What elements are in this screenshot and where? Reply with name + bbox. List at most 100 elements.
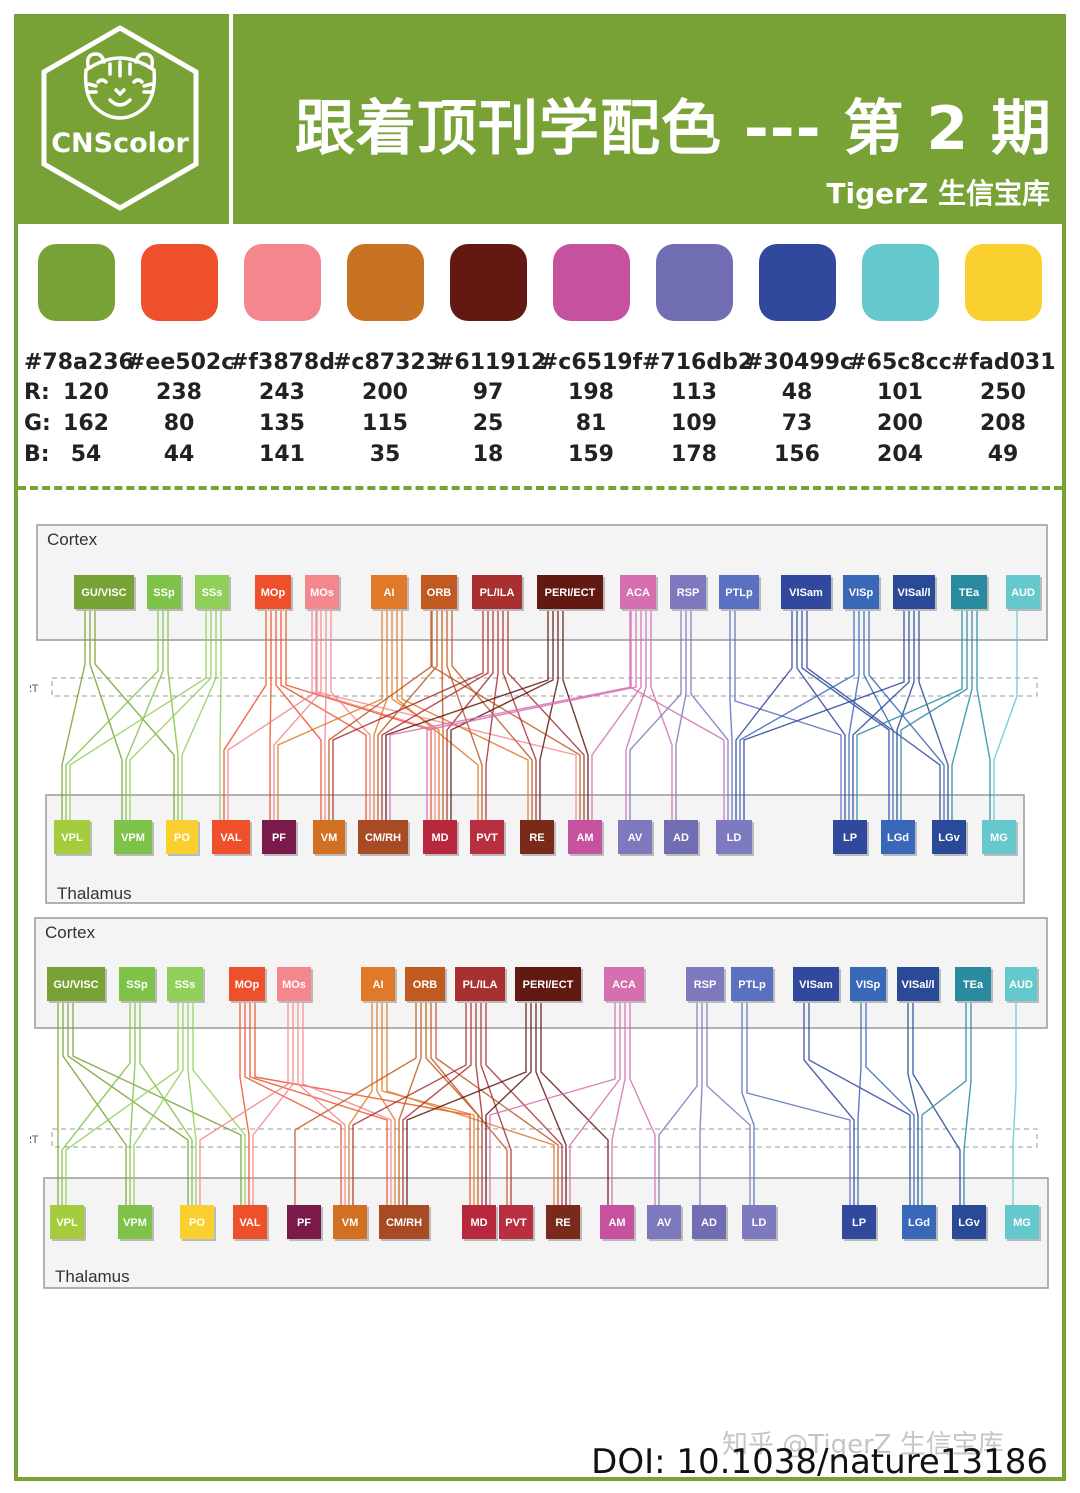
- node-box: [54, 820, 90, 854]
- projection-line: [425, 1001, 479, 1205]
- color-swatch: [862, 244, 939, 321]
- node-label: LD: [752, 1217, 767, 1229]
- projection-line: [94, 609, 175, 820]
- node-label: TEa: [963, 979, 984, 991]
- cortex-node-aud: AUD: [1006, 575, 1042, 611]
- projection-line: [852, 609, 910, 820]
- node-label: AI: [373, 979, 384, 991]
- node-label: CM/RH: [365, 832, 401, 844]
- color-swatch: [450, 244, 527, 321]
- node-box: [897, 967, 939, 1001]
- page-subtitle: TigerZ 生信宝库: [826, 177, 1050, 210]
- node-label: LP: [852, 1217, 866, 1229]
- node-box: [421, 575, 457, 609]
- cortex-node-gu-visc: GU/VISC: [74, 575, 136, 611]
- thalamus-node-lgv: LGv: [952, 1205, 988, 1241]
- thalamus-node-re: RE: [520, 820, 556, 856]
- hex-code: #f3878d: [230, 350, 335, 375]
- thalamus-node-pf: PF: [262, 820, 298, 856]
- rgb-g-value: 115: [362, 411, 408, 436]
- node-label: LGd: [887, 832, 909, 844]
- cortex-node-orb: ORB: [421, 575, 459, 611]
- projection-line: [912, 1001, 961, 1205]
- node-label: AM: [576, 832, 593, 844]
- rgb-b-value: 18: [472, 442, 504, 467]
- node-label: PTLp: [738, 979, 766, 991]
- cortex-node-peri-ect: PERI/ECT: [537, 575, 605, 611]
- hex-code: #c87323: [333, 350, 442, 375]
- node-box: [850, 967, 886, 1001]
- node-label: SSs: [202, 587, 223, 599]
- thalamus-node-ad: AD: [692, 1205, 728, 1241]
- node-label: VAL: [239, 1217, 260, 1229]
- color-swatch: [244, 244, 321, 321]
- node-label: SSp: [153, 587, 175, 599]
- projection-line: [918, 609, 949, 820]
- rgb-b-value: 49: [987, 442, 1019, 467]
- projection-line: [675, 609, 687, 820]
- projection-line: [507, 609, 585, 820]
- node-label: PVT: [476, 832, 498, 844]
- cnscolor-logo: CNScolor: [36, 24, 204, 214]
- cortex-node-aca: ACA: [620, 575, 658, 611]
- projection-line: [907, 1001, 919, 1205]
- rgb-g-value: 25: [472, 411, 504, 436]
- projection-line: [249, 1001, 388, 1205]
- cortex-node-peri-ect: PERI/ECT: [515, 967, 583, 1003]
- rgb-g-value: 109: [671, 411, 717, 436]
- rgb-b-value: 178: [671, 442, 717, 467]
- node-label: AUD: [1009, 979, 1033, 991]
- node-label: PTLp: [725, 587, 753, 599]
- rgb-g-value: 73: [781, 411, 813, 436]
- projection-line: [277, 609, 383, 820]
- projection-line: [62, 1001, 127, 1205]
- node-label: LP: [843, 832, 857, 844]
- node-box: [229, 967, 265, 1001]
- thalamus-node-mg: MG: [1005, 1205, 1041, 1241]
- node-label: PERI/ECT: [545, 587, 596, 599]
- dashed-divider: [18, 486, 1062, 490]
- node-label: RE: [555, 1217, 570, 1229]
- cortex-node-mos: MOs: [277, 967, 313, 1003]
- cortex-node-ssp: SSp: [119, 967, 157, 1003]
- thalamus-node-vpm: VPM: [118, 1205, 154, 1241]
- node-box: [1006, 575, 1040, 609]
- node-label: VAL: [220, 832, 241, 844]
- node-label: PL/ILA: [463, 979, 498, 991]
- projection-line: [625, 609, 647, 820]
- thalamus-node-val: VAL: [233, 1205, 269, 1241]
- node-box: [180, 1205, 214, 1239]
- node-box: [472, 575, 522, 609]
- projection-line: [801, 609, 890, 820]
- thalamus-node-ad: AD: [664, 820, 700, 856]
- projection-line: [61, 609, 86, 820]
- node-box: [118, 1205, 152, 1239]
- node-label: MD: [470, 1217, 487, 1229]
- thalamus-node-am: AM: [568, 820, 604, 856]
- rgb-b-value: 159: [568, 442, 614, 467]
- node-box: [902, 1205, 936, 1239]
- projection-line: [857, 1001, 862, 1205]
- projection-line: [285, 609, 432, 820]
- node-label: CM/RH: [386, 1217, 422, 1229]
- color-swatch: [965, 244, 1042, 321]
- projection-line: [129, 609, 212, 820]
- node-box: [1005, 1205, 1039, 1239]
- thalamus-label: Thalamus: [57, 884, 132, 903]
- node-label: AV: [657, 1217, 672, 1229]
- color-swatch: [759, 244, 836, 321]
- node-box: [742, 1205, 776, 1239]
- cortex-node-ssp: SSp: [147, 575, 183, 611]
- node-box: [470, 820, 504, 854]
- projection-line: [396, 609, 479, 820]
- projection-line: [629, 1001, 656, 1205]
- projection-line: [921, 1001, 967, 1205]
- node-label: AD: [701, 1217, 717, 1229]
- projection-line: [269, 609, 272, 820]
- rgb-r-value: 48: [781, 380, 813, 405]
- node-label: GU/VISC: [53, 979, 98, 991]
- projection-line: [741, 1001, 755, 1205]
- projection-line: [450, 609, 554, 820]
- node-label: GU/VISC: [81, 587, 126, 599]
- rgb-b-value: 204: [877, 442, 923, 467]
